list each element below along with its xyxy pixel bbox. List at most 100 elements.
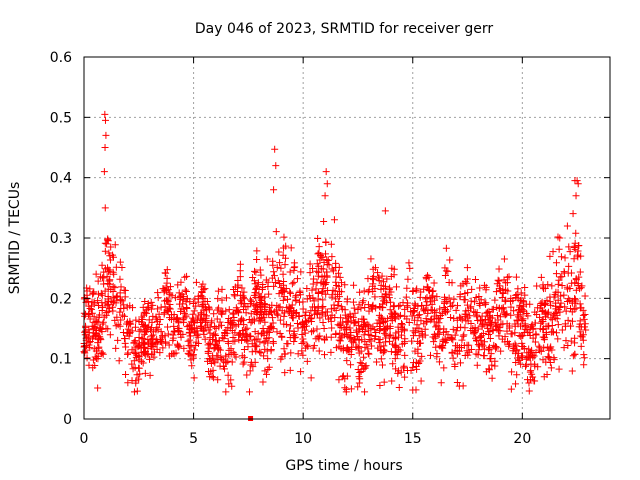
y-tick-label: 0.1 (50, 352, 72, 368)
data-point (475, 346, 483, 354)
data-point (492, 343, 500, 351)
data-point (499, 304, 507, 312)
data-point (534, 304, 542, 312)
data-point (410, 308, 418, 316)
data-point (374, 269, 382, 277)
data-point (276, 279, 284, 287)
data-point (580, 354, 588, 362)
data-point (508, 368, 516, 376)
data-point (104, 308, 112, 316)
data-point (224, 371, 232, 379)
data-point (263, 255, 271, 263)
data-point (163, 306, 171, 314)
data-point (306, 260, 314, 268)
data-point (141, 340, 149, 348)
data-point (533, 282, 541, 290)
data-point (485, 307, 493, 315)
data-point (493, 325, 501, 333)
data-point (545, 354, 553, 362)
data-point (277, 264, 285, 272)
data-point (404, 299, 412, 307)
data-point (408, 312, 416, 320)
data-point (90, 313, 98, 321)
data-point (481, 300, 489, 308)
data-point (215, 345, 223, 353)
data-point (273, 263, 281, 271)
data-point (307, 317, 315, 325)
data-point (209, 354, 217, 362)
data-point (515, 332, 523, 340)
data-point (197, 309, 205, 317)
data-point (118, 297, 126, 305)
data-point (253, 247, 261, 255)
data-point (100, 168, 108, 176)
data-point (229, 310, 237, 318)
data-point (281, 369, 289, 377)
data-point (281, 309, 289, 317)
data-point (315, 335, 323, 343)
data-point (156, 315, 164, 323)
data-point (458, 336, 466, 344)
data-point (278, 289, 286, 297)
data-point (198, 293, 206, 301)
data-point (472, 336, 480, 344)
data-point (135, 375, 143, 383)
data-point (378, 272, 386, 280)
data-point (456, 359, 464, 367)
data-point (309, 294, 317, 302)
data-point (537, 273, 545, 281)
x-tick-label: 0 (80, 431, 89, 447)
data-point (165, 341, 173, 349)
data-point (550, 356, 558, 364)
data-point (415, 311, 423, 319)
data-point (374, 344, 382, 352)
data-point (571, 279, 579, 287)
data-point (512, 380, 520, 388)
data-point (532, 348, 540, 356)
data-point (467, 303, 475, 311)
data-point (453, 316, 461, 324)
data-point (149, 331, 157, 339)
data-point (207, 359, 215, 367)
data-point (381, 207, 389, 215)
data-point (456, 293, 464, 301)
data-point (306, 269, 314, 277)
data-point (209, 335, 217, 343)
data-point (554, 335, 562, 343)
data-point (427, 316, 435, 324)
data-point (548, 346, 556, 354)
data-point (119, 329, 127, 337)
data-point (383, 275, 391, 283)
data-point (98, 291, 106, 299)
data-point (546, 293, 554, 301)
data-point (174, 325, 182, 333)
data-point (569, 210, 577, 218)
data-point (525, 387, 533, 395)
data-point (89, 335, 97, 343)
data-point (260, 300, 268, 308)
data-point (486, 320, 494, 328)
data-point (351, 309, 359, 317)
data-point (494, 276, 502, 284)
data-point (548, 282, 556, 290)
data-point (109, 307, 117, 315)
data-point (132, 379, 140, 387)
data-point (260, 352, 268, 360)
data-point (286, 288, 294, 296)
data-point (486, 327, 494, 335)
data-point (290, 264, 298, 272)
data-point (512, 273, 520, 281)
data-point (215, 304, 223, 312)
data-point (99, 274, 107, 282)
data-point (296, 289, 304, 297)
data-point (279, 270, 287, 278)
data-point (339, 346, 347, 354)
data-point (248, 348, 256, 356)
data-point (254, 303, 262, 311)
data-point (140, 330, 148, 338)
y-tick-label: 0.3 (50, 231, 72, 247)
data-point (566, 296, 574, 304)
data-point (280, 312, 288, 320)
data-point (377, 281, 385, 289)
